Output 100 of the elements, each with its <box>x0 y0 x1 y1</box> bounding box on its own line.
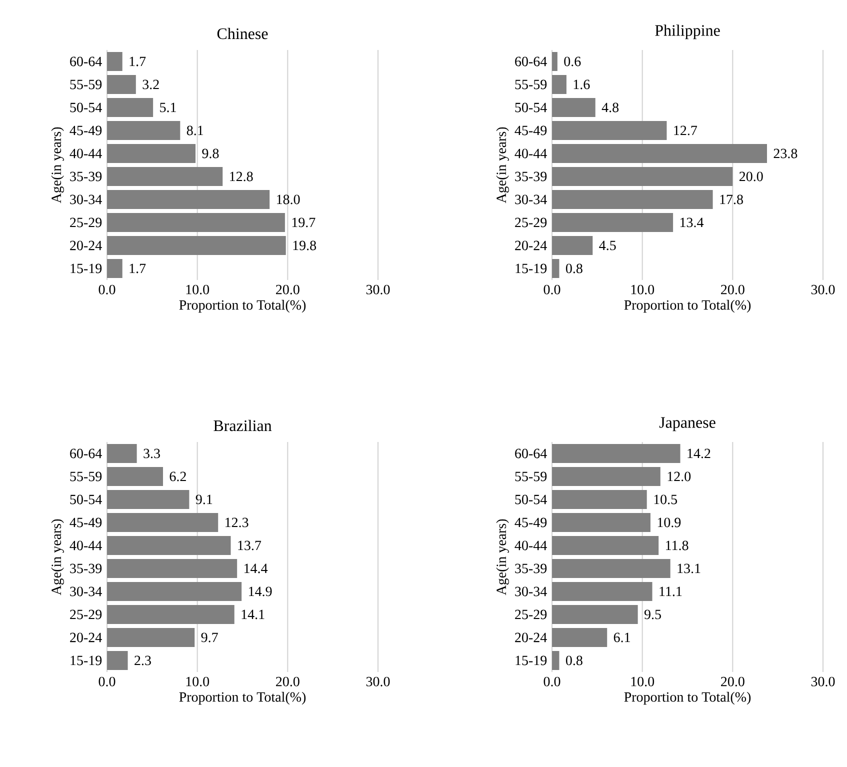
bar <box>107 74 136 94</box>
y-tick-label: 60-64 <box>70 56 102 66</box>
bar <box>107 166 223 186</box>
chart-title: Philippine <box>655 24 720 40</box>
x-tick-label: 30.0 <box>366 676 390 686</box>
data-label: 3.2 <box>142 80 159 90</box>
chart-title: Japanese <box>659 417 716 432</box>
y-tick-label: 40-44 <box>70 148 102 158</box>
x-tick-label: 10.0 <box>631 676 654 686</box>
y-tick-label: 35-39 <box>70 564 102 574</box>
y-tick-label: 55-59 <box>70 472 102 482</box>
y-tick-label: 55-59 <box>70 80 102 90</box>
y-tick-label: 35-39 <box>515 564 547 574</box>
data-label: 3.3 <box>144 448 160 458</box>
y-tick-label: 25-29 <box>70 610 102 620</box>
y-tick-label: 15-19 <box>516 656 547 666</box>
y-tick-label: 20-24 <box>515 632 547 642</box>
data-label: 14.9 <box>249 586 272 596</box>
x-tick-label: 0.0 <box>544 676 560 686</box>
bar <box>552 74 566 94</box>
bar <box>552 628 608 647</box>
y-tick-label: 25-29 <box>70 218 102 228</box>
x-tick-label: 0.0 <box>98 676 116 686</box>
data-label: 1.6 <box>574 80 590 90</box>
data-label: 6.1 <box>614 632 630 642</box>
x-axis-title: Proportion to Total(%) <box>179 692 306 705</box>
x-tick-label: 0.0 <box>98 284 116 294</box>
x-axis-title: Proportion to Total(%) <box>179 300 306 313</box>
bar <box>107 98 154 117</box>
data-label: 12.7 <box>674 126 698 136</box>
y-tick-label: 60-64 <box>515 448 547 458</box>
y-tick-label: 45-49 <box>70 126 102 136</box>
x-tick-label: 20.0 <box>721 676 744 686</box>
data-label: 18.0 <box>277 194 300 204</box>
bar <box>107 120 180 140</box>
bar <box>107 512 218 532</box>
y-tick-label: 50-54 <box>515 494 547 504</box>
data-label: 9.8 <box>202 148 219 158</box>
x-tick-label: 20.0 <box>276 676 300 686</box>
bar <box>552 490 647 509</box>
bar <box>107 190 270 209</box>
bar <box>107 212 285 232</box>
y-tick-label: 55-59 <box>515 472 547 482</box>
data-label: 9.7 <box>201 632 218 642</box>
bar <box>552 144 767 163</box>
bar <box>552 582 652 601</box>
data-label: 13.4 <box>680 218 704 228</box>
chart-title: Chinese <box>217 28 268 40</box>
bar <box>107 582 242 601</box>
y-tick-label: 45-49 <box>514 126 547 136</box>
bar <box>552 190 713 209</box>
bar <box>552 212 674 232</box>
data-label: 14.1 <box>242 610 264 620</box>
bar <box>107 628 195 647</box>
y-tick-label: 15-19 <box>516 264 547 274</box>
data-label: 14.2 <box>688 448 710 458</box>
bar <box>107 558 238 578</box>
y-tick-label: 15-19 <box>70 264 102 274</box>
data-label: 14.4 <box>244 564 268 574</box>
y-tick-label: 25-29 <box>515 610 547 620</box>
bar <box>552 120 667 140</box>
bar <box>107 144 196 163</box>
bar <box>552 536 659 555</box>
data-label: 0.6 <box>564 56 581 66</box>
data-label: 10.5 <box>654 494 678 504</box>
data-label: 23.8 <box>774 148 798 158</box>
bar <box>552 650 560 670</box>
y-tick-label: 40-44 <box>514 148 547 158</box>
x-axis-title: Proportion to Total(%) <box>624 300 751 313</box>
y-tick-label: 40-44 <box>70 540 102 550</box>
y-tick-label: 60-64 <box>70 448 102 458</box>
bar <box>552 98 596 117</box>
data-label: 5.1 <box>160 102 176 112</box>
data-label: 9.1 <box>196 494 212 504</box>
data-label: 17.8 <box>720 194 743 204</box>
y-tick-label: 40-44 <box>514 540 547 550</box>
bar <box>552 236 593 255</box>
data-label: 4.8 <box>602 102 619 112</box>
data-label: 13.7 <box>238 540 262 550</box>
data-label: 10.9 <box>658 518 681 528</box>
bar <box>552 166 733 186</box>
data-label: 0.8 <box>566 656 582 666</box>
y-axis-title: Age(in years) <box>496 127 509 204</box>
x-axis-title: Proportion to Total(%) <box>624 692 751 705</box>
data-label: 6.2 <box>170 472 186 482</box>
bar <box>107 604 234 624</box>
bar <box>107 236 286 255</box>
y-tick-label: 20-24 <box>515 240 547 250</box>
data-label: 20.0 <box>739 172 763 182</box>
y-axis-title: Age(in years) <box>496 519 509 596</box>
bar <box>107 650 128 670</box>
data-label: 13.1 <box>678 564 700 574</box>
x-tick-label: 30.0 <box>811 284 835 294</box>
data-label: 4.5 <box>599 240 616 250</box>
bar <box>107 258 122 278</box>
y-tick-label: 35-39 <box>515 172 547 182</box>
y-tick-label: 20-24 <box>70 632 102 642</box>
data-label: 11.8 <box>666 540 688 550</box>
x-tick-label: 20.0 <box>721 284 744 294</box>
bar <box>552 604 638 624</box>
